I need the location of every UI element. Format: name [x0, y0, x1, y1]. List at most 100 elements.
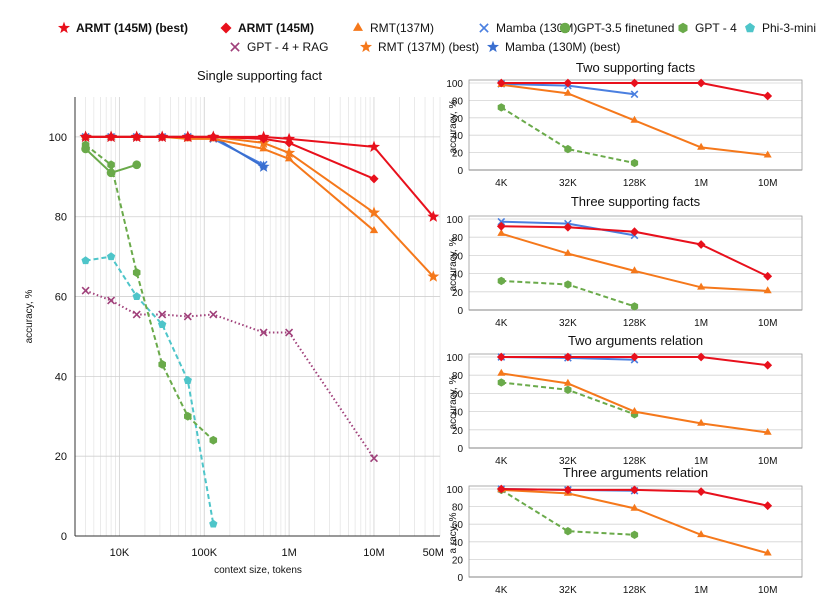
- y-tick-label: 40: [452, 538, 464, 549]
- y-tick-label: 20: [452, 149, 464, 160]
- data-point: [630, 503, 639, 511]
- data-point: [106, 252, 116, 261]
- data-point: [81, 256, 90, 265]
- data-point: [630, 227, 639, 237]
- data-point: [697, 530, 706, 538]
- legend-marker-mamba-130m: [479, 23, 489, 33]
- data-point: [563, 378, 572, 386]
- y-tick-label: 80: [452, 233, 464, 244]
- y-tick-label: 100: [446, 353, 463, 364]
- data-point: [132, 292, 141, 301]
- y-tick-label: 60: [452, 114, 464, 125]
- y-tick-label: 60: [55, 292, 67, 304]
- data-point: [184, 411, 192, 421]
- y-axis-label: accuracy, %: [24, 290, 35, 344]
- x-tick-label: 10M: [758, 585, 777, 596]
- data-point: [630, 406, 639, 414]
- data-point: [81, 144, 90, 154]
- data-point: [259, 328, 268, 337]
- series-line: [500, 489, 635, 536]
- x-tick-label: 10M: [758, 318, 777, 329]
- y-tick-label: 40: [452, 131, 464, 142]
- data-point: [696, 487, 706, 496]
- data-point: [158, 360, 166, 369]
- data-point: [132, 310, 141, 319]
- data-point: [630, 78, 639, 88]
- x-tick-label: 10M: [758, 456, 777, 467]
- legend-marker-gpt-4-rag: [230, 42, 240, 52]
- data-point: [563, 352, 573, 362]
- y-tick-label: 0: [457, 306, 463, 317]
- data-point: [81, 286, 90, 295]
- legend-label-mamba-130m: Mamba (130M): [496, 21, 577, 35]
- axes: [74, 97, 440, 537]
- legend-label-armt-145m-best: ARMT (145M) (best): [76, 21, 188, 35]
- legend-label-gpt-4-rag: GPT - 4 + RAG: [247, 40, 328, 54]
- data-point: [563, 485, 573, 495]
- series-gpt-4: [497, 378, 639, 419]
- x-tick-label: 1M: [694, 456, 708, 467]
- data-point: [130, 130, 143, 143]
- data-point: [630, 115, 639, 123]
- y-tick-label: 40: [55, 371, 67, 383]
- data-point: [132, 160, 142, 170]
- legend-marker-rmt-137m-best: [359, 40, 373, 53]
- data-point: [259, 144, 268, 152]
- data-point: [283, 146, 296, 159]
- data-point: [763, 150, 772, 158]
- y-tick-label: 20: [452, 555, 464, 566]
- x-tick-label: 1M: [281, 547, 296, 559]
- legend-marker-phi-3-mini: [745, 22, 755, 33]
- x-tick-label: 100K: [191, 547, 217, 559]
- x-tick-label: 50M: [423, 547, 444, 559]
- data-point: [497, 228, 506, 236]
- chart-title: Two supporting facts: [576, 60, 696, 75]
- series-gpt-3-5-finetuned: [81, 144, 142, 178]
- data-point: [369, 225, 379, 234]
- legend-marker-gpt-3-5-finetuned: [559, 22, 571, 34]
- y-axis-label: accuracy, %: [448, 376, 459, 430]
- y-tick-label: 40: [452, 408, 464, 419]
- data-point: [367, 140, 381, 153]
- data-point: [496, 221, 506, 231]
- x-tick-label: 32K: [559, 318, 577, 329]
- y-tick-label: 80: [452, 96, 464, 107]
- series-gpt-4: [497, 103, 639, 168]
- y-tick-label: 40: [452, 270, 464, 281]
- y-tick-label: 20: [55, 451, 67, 463]
- series-line: [501, 372, 768, 434]
- data-point: [696, 78, 706, 88]
- data-point: [763, 548, 772, 556]
- data-point: [209, 519, 218, 528]
- y-tick-label: 100: [446, 215, 463, 226]
- y-tick-label: 60: [452, 251, 464, 262]
- legend: ARMT (145M) (best) ARMT (145M) RMT(137M) Ma…: [57, 21, 816, 54]
- x-tick-label: 1M: [694, 178, 708, 189]
- x-tick-label: 1M: [694, 585, 708, 596]
- chart-title: Two arguments relation: [568, 333, 703, 348]
- chart-title: Three arguments relation: [563, 465, 708, 480]
- legend-label-rmt-137m: RMT(137M): [370, 21, 434, 35]
- legend-label-rmt-137m-best: RMT (137M) (best): [378, 40, 479, 54]
- data-point: [427, 210, 440, 222]
- data-point: [630, 302, 639, 311]
- y-axis-label: a racy, %: [448, 512, 459, 553]
- x-tick-label: 128K: [623, 456, 647, 467]
- chart-three-supporting-facts: 0 20 40 60 80 100 4K 32K 128K 1M 10M Three supporti…: [446, 194, 803, 329]
- legend-label-gpt-4: GPT - 4: [695, 21, 737, 35]
- y-tick-label: 60: [452, 389, 464, 400]
- data-point: [630, 266, 639, 274]
- data-point: [106, 168, 116, 178]
- legend-marker-armt-145m-best: [57, 21, 71, 34]
- y-tick-label: 0: [61, 531, 67, 543]
- data-point: [183, 312, 192, 321]
- series-line: [85, 255, 215, 525]
- data-point: [497, 217, 506, 226]
- chart-two-arguments-relation: 0 20 40 60 80 100 4K 32K 128K 1M 10M Two arguments …: [446, 333, 803, 467]
- legend-marker-rmt-137m: [353, 22, 363, 31]
- x-tick-label: 4K: [495, 178, 508, 189]
- plots: 0 20 40 60 80 100 10K 100K 1M 10M 50M Single suppor…: [24, 60, 803, 596]
- data-point: [367, 206, 381, 218]
- data-point: [630, 352, 639, 362]
- x-tick-label: 32K: [559, 178, 577, 189]
